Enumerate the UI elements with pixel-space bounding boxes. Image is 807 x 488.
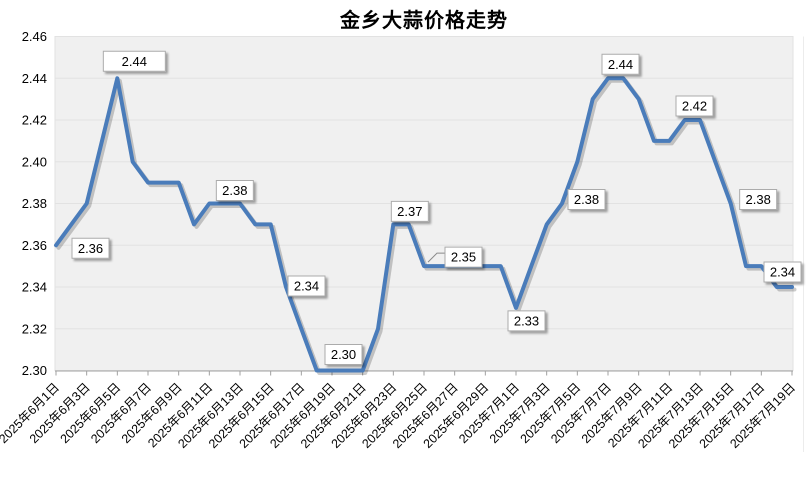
chart-title: 金乡大蒜价格走势 bbox=[340, 10, 508, 32]
data-label-box bbox=[102, 50, 166, 72]
data-label-box bbox=[324, 344, 363, 365]
data-label-box bbox=[739, 189, 778, 210]
data-label-value: 2.37 bbox=[397, 204, 422, 219]
data-label-box bbox=[444, 246, 483, 268]
data-label-box bbox=[287, 275, 326, 297]
data-label-value: 2.42 bbox=[682, 99, 707, 114]
y-axis-label: 2.42 bbox=[22, 113, 47, 128]
data-label-value: 2.36 bbox=[78, 241, 103, 256]
data-label-box bbox=[763, 261, 802, 283]
data-label-box bbox=[601, 53, 640, 75]
data-label-value: 2.34 bbox=[294, 279, 319, 294]
data-label-value: 2.30 bbox=[331, 347, 356, 362]
data-label-box bbox=[215, 180, 254, 201]
y-axis-label: 2.38 bbox=[22, 196, 47, 211]
data-label-leader bbox=[427, 252, 445, 263]
data-label-value: 2.38 bbox=[746, 192, 771, 207]
data-label-value: 2.44 bbox=[122, 54, 147, 69]
data-label-box bbox=[390, 200, 429, 222]
data-label-box bbox=[675, 95, 714, 117]
y-axis-label: 2.30 bbox=[22, 363, 47, 378]
y-axis-label: 2.32 bbox=[22, 321, 47, 336]
y-axis-label: 2.40 bbox=[22, 154, 47, 169]
data-label-value: 2.34 bbox=[770, 265, 795, 280]
data-label-box bbox=[71, 237, 110, 259]
data-label-value: 2.44 bbox=[608, 57, 633, 72]
data-label-box bbox=[567, 189, 606, 210]
data-label-value: 2.38 bbox=[574, 192, 599, 207]
data-label-value: 2.35 bbox=[451, 250, 476, 265]
data-label-value: 2.33 bbox=[514, 313, 539, 328]
y-axis-label: 2.46 bbox=[22, 29, 47, 44]
data-label-box bbox=[507, 310, 546, 332]
y-axis-label: 2.36 bbox=[22, 238, 47, 253]
y-axis-label: 2.34 bbox=[22, 280, 47, 295]
price-line bbox=[54, 76, 794, 373]
data-label-value: 2.38 bbox=[222, 183, 247, 198]
y-axis-label: 2.44 bbox=[22, 71, 47, 86]
